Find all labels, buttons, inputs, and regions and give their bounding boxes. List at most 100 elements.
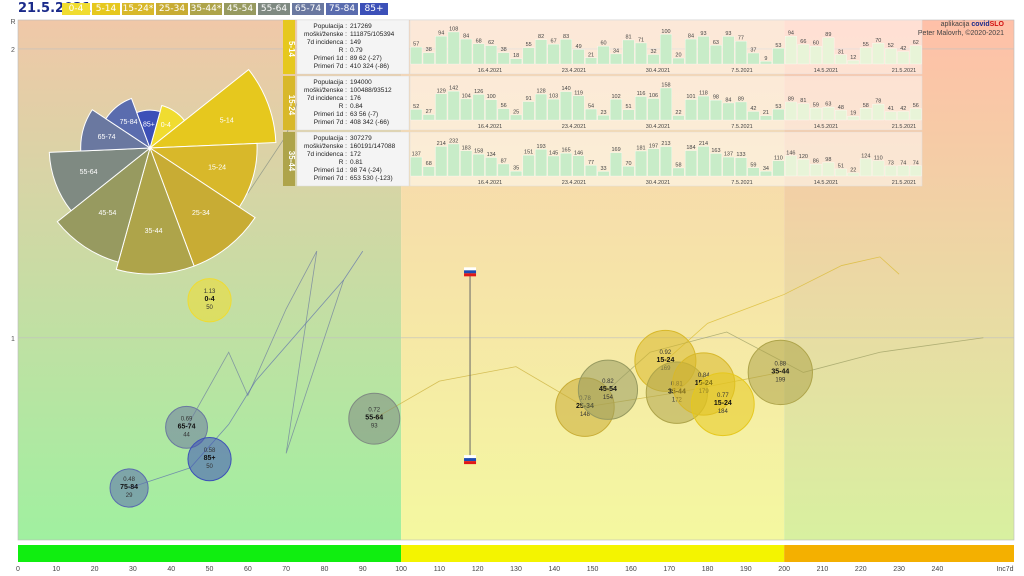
legend-item: 15-24*: [122, 3, 154, 15]
panel-date-label: 30.4.2021: [646, 124, 670, 130]
panel-bar: [472, 43, 485, 65]
panel-bar: [510, 58, 523, 65]
panel-bar-label: 184: [686, 145, 695, 151]
panel-bar-label: 38: [501, 47, 507, 53]
pie-slice: [148, 68, 277, 149]
panel-bar: [784, 101, 797, 121]
panel-bar: [597, 46, 610, 65]
panel-bar-label: 94: [788, 31, 794, 37]
panel-bar-label: 59: [813, 103, 819, 109]
panel-bar-label: 70: [875, 38, 881, 44]
x-tick-label: 80: [321, 566, 329, 573]
panel-bar-label: 84: [463, 34, 469, 40]
panel-bar: [797, 159, 810, 177]
panel-date-label: 16.4.2021: [478, 180, 502, 186]
info-key: Primeri 1d :: [314, 167, 347, 174]
panel-bar: [872, 43, 885, 65]
legend-item: 35-44*: [190, 3, 222, 15]
bubble-group: 65-74: [178, 423, 196, 430]
x-axis-label: Inc7d: [996, 566, 1013, 573]
panel-bar: [610, 53, 622, 65]
panel-bar-label: 119: [574, 90, 583, 96]
panel-bar: [460, 38, 473, 65]
info-value: 89 62 (-27): [350, 55, 382, 62]
panel-date-label: 23.4.2021: [562, 124, 586, 130]
panel-bar: [572, 95, 585, 121]
app-name-b: SLO: [989, 21, 1004, 28]
legend-item: 75-84: [326, 3, 358, 15]
panel-bar-label: 19: [850, 111, 856, 117]
panel-bar-label: 33: [600, 166, 606, 172]
panel-bar-label: 62: [488, 40, 494, 46]
panel-bar-label: 214: [699, 141, 708, 147]
panel-bar: [710, 45, 722, 65]
flag-icon: [464, 267, 477, 277]
info-value: 98 74 (-24): [350, 167, 382, 174]
bubble-inc: 44: [183, 432, 190, 438]
panel-bar: [547, 155, 560, 177]
panel-date-label: 14.5.2021: [814, 180, 838, 186]
x-tick-label: 220: [855, 566, 867, 573]
panel-bar-label: 60: [813, 41, 819, 47]
legend-item: 85+: [360, 3, 388, 15]
panel-bar-label: 128: [537, 89, 546, 95]
panel-bar-label: 51: [838, 163, 844, 169]
pie-slice: [115, 146, 195, 275]
x-tick-label: 30: [129, 566, 137, 573]
panel-bar-label: 54: [588, 104, 594, 110]
panel-bar: [735, 157, 747, 177]
info-value: 63 56 (-7): [350, 111, 378, 118]
panel-bar: [510, 114, 523, 121]
panel-bar-label: 89: [788, 96, 794, 102]
panel-bar-label: 41: [888, 106, 894, 112]
pie-label: 55-64: [80, 169, 98, 176]
panel-bar-label: 86: [813, 159, 819, 165]
x-tick-label: 50: [206, 566, 214, 573]
panel-bar-label: 102: [611, 94, 620, 100]
panel-bar: [747, 52, 760, 65]
panel-bar-label: 23: [600, 110, 606, 116]
x-tick-label: 240: [932, 566, 944, 573]
x-tick-label: 70: [282, 566, 290, 573]
zone-bar: [784, 545, 1014, 562]
x-tick-label: 60: [244, 566, 252, 573]
panel-bar-label: 38: [426, 47, 432, 53]
panel-bar-label: 193: [537, 144, 546, 150]
bubble-r: 0.88: [774, 361, 786, 367]
panel-bar-label: 74: [913, 160, 919, 166]
info-key: 7d incidenca :: [307, 39, 347, 46]
panel-bar-label: 129: [437, 88, 446, 94]
panel-bar-label: 93: [700, 31, 706, 37]
panel-bar-label: 42: [900, 46, 906, 52]
panel-date-label: 16.4.2021: [478, 124, 502, 130]
pie-slice: [80, 109, 152, 152]
panel-bar: [710, 100, 722, 121]
panel-bar: [622, 109, 635, 121]
bubble-r: 0.69: [181, 416, 193, 422]
info-value: 172: [350, 151, 361, 158]
x-tick-label: 110: [434, 566, 445, 573]
panel-bar: [497, 52, 510, 65]
panel-bar: [597, 115, 610, 121]
trajectory-line: [128, 250, 364, 489]
panel-date-label: 14.5.2021: [814, 124, 838, 130]
panel-bar: [547, 43, 560, 65]
panel-bar-label: 83: [563, 34, 569, 40]
bubble-r: 0.48: [123, 477, 135, 483]
info-key: R :: [339, 47, 348, 54]
panel-bar-label: 63: [713, 40, 719, 46]
panel-bar-label: 48: [838, 105, 844, 111]
panel-bar: [535, 39, 548, 65]
info-key: R :: [339, 103, 348, 110]
panel-bar-label: 53: [775, 104, 781, 110]
panel-bar: [510, 171, 523, 177]
panel-date-label: 21.5.2021: [892, 68, 916, 74]
panel-bar: [610, 99, 622, 121]
bubble-r: 1.13: [204, 289, 216, 295]
panel-bar-label: 103: [549, 94, 558, 100]
panel-bar: [485, 45, 498, 65]
panel-bar-label: 91: [526, 96, 532, 102]
panel-date-label: 30.4.2021: [646, 180, 670, 186]
